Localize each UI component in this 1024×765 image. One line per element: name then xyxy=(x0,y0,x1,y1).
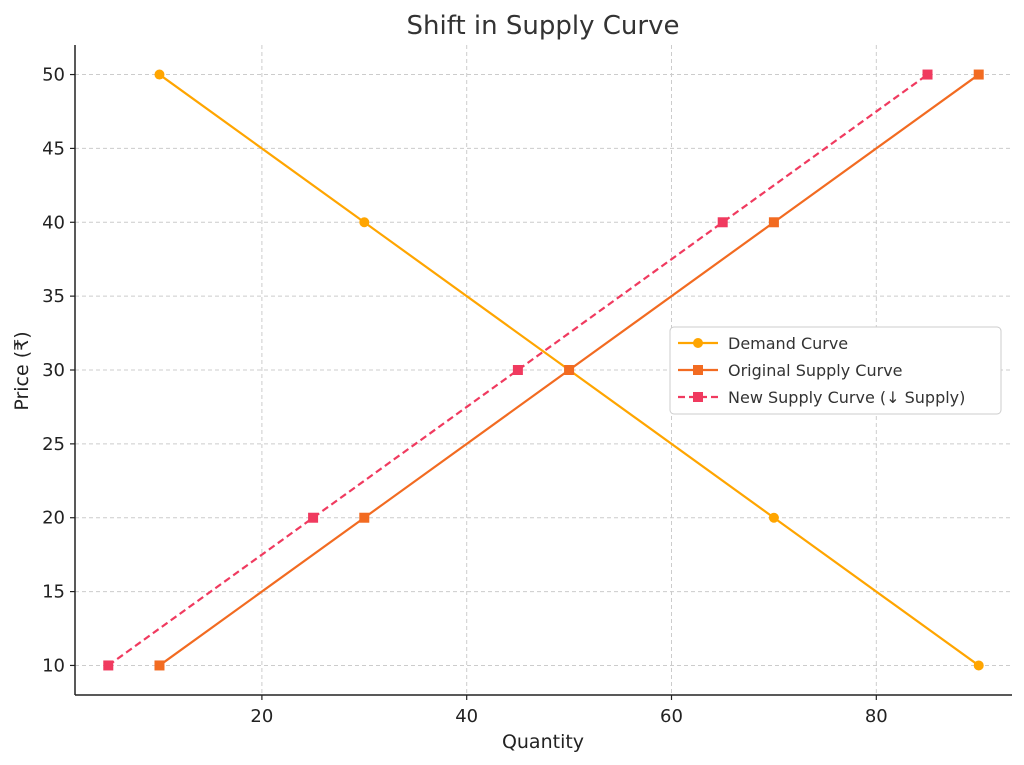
data-point-series-0 xyxy=(359,217,370,228)
chart-title: Shift in Supply Curve xyxy=(407,11,680,41)
legend-label-1: Original Supply Curve xyxy=(728,361,903,380)
y-tick-label: 20 xyxy=(42,508,65,529)
y-tick-label: 30 xyxy=(42,360,65,381)
data-point-series-1 xyxy=(973,69,984,80)
data-point-series-0 xyxy=(154,69,165,80)
grid xyxy=(75,45,1012,695)
y-tick-label: 15 xyxy=(42,582,65,603)
legend-label-2: New Supply Curve (↓ Supply) xyxy=(728,388,965,407)
legend-label-0: Demand Curve xyxy=(728,334,848,353)
legend-marker-0 xyxy=(693,338,703,348)
y-tick-label: 10 xyxy=(42,655,65,676)
data-point-series-2 xyxy=(308,512,319,523)
x-tick-label: 60 xyxy=(660,706,683,727)
y-tick-label: 25 xyxy=(42,434,65,455)
data-point-series-0 xyxy=(768,512,779,523)
data-point-series-0 xyxy=(973,660,984,671)
y-tick-label: 50 xyxy=(42,65,65,86)
y-tick-label: 45 xyxy=(42,138,65,159)
x-tick-label: 20 xyxy=(250,706,273,727)
y-axis-label: Price (₹) xyxy=(11,331,33,410)
data-point-series-1 xyxy=(359,512,370,523)
plot-lines xyxy=(103,69,984,671)
series-line-2 xyxy=(107,73,929,667)
data-point-series-2 xyxy=(512,365,523,375)
data-point-series-1 xyxy=(564,365,575,375)
ticks: 20 40 60 80 10 15 20 25 30 35 40 45 50 xyxy=(42,65,888,727)
legend-box xyxy=(669,326,1002,415)
legend-marker-2 xyxy=(693,392,703,402)
data-point-series-2 xyxy=(103,660,114,671)
x-tick-label: 40 xyxy=(455,706,478,727)
y-tick-label: 40 xyxy=(42,212,65,233)
y-tick-label: 35 xyxy=(42,286,65,307)
data-point-series-2 xyxy=(922,69,933,80)
x-axis-label: Quantity xyxy=(502,731,584,753)
legend: Demand Curve Original Supply Curve New Sup… xyxy=(669,326,1002,415)
data-point-series-1 xyxy=(768,217,779,228)
x-tick-label: 80 xyxy=(865,706,888,727)
data-point-series-1 xyxy=(154,660,165,671)
data-point-series-2 xyxy=(717,217,728,228)
legend-marker-1 xyxy=(693,365,703,375)
